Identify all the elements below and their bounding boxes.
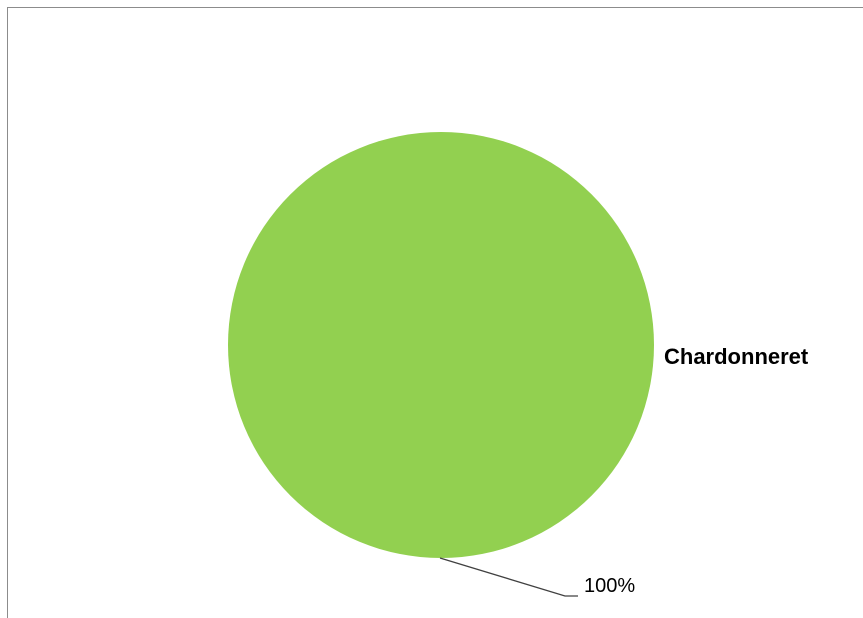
chart-frame xyxy=(7,7,863,618)
pie-slice-0 xyxy=(228,132,654,558)
leader-line xyxy=(439,557,578,597)
pie-slices xyxy=(228,132,654,558)
slice-percent-label: 100% xyxy=(584,575,635,597)
slice-category-label: Chardonneret xyxy=(664,344,809,369)
